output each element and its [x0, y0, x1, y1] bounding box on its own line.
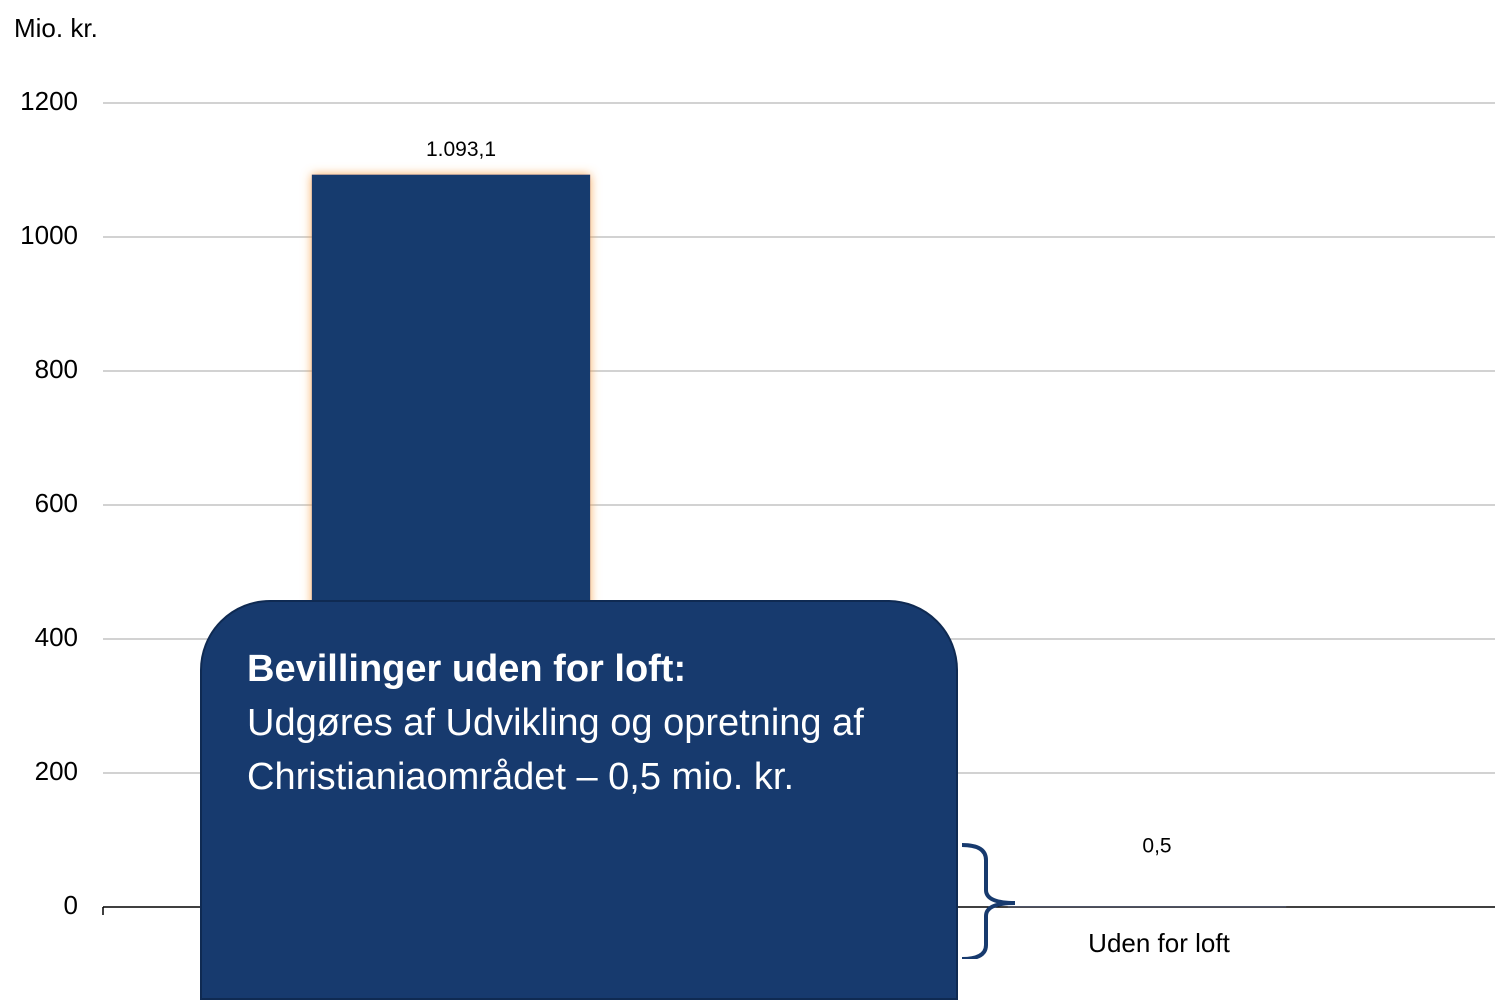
bar: [1007, 906, 1287, 908]
value-label: 0,5: [1142, 835, 1171, 858]
page: {"chart_data": {"type": "bar", "y_label"…: [14, 12, 1495, 1000]
callout: Bevillinger uden for loft: Udgøres af Ud…: [200, 600, 958, 1000]
y-tick-label: 1000: [20, 220, 78, 250]
y-tick-label: 400: [35, 622, 78, 652]
y-tick-label: 200: [35, 756, 78, 786]
y-tick-label: 800: [35, 354, 78, 384]
y-tick-label: 0: [64, 890, 78, 920]
callout-text: Udgøres af Udvikling og opretning af Chr…: [247, 702, 864, 798]
x-tick-label: Uden for loft: [1088, 928, 1230, 958]
value-label: 1.093,1: [426, 138, 496, 161]
y-tick-label: 1200: [20, 86, 78, 116]
y-axis-label: Mio. kr.: [14, 13, 98, 43]
callout-title: Bevillinger uden for loft:: [247, 648, 687, 690]
y-tick-label: 600: [35, 488, 78, 518]
